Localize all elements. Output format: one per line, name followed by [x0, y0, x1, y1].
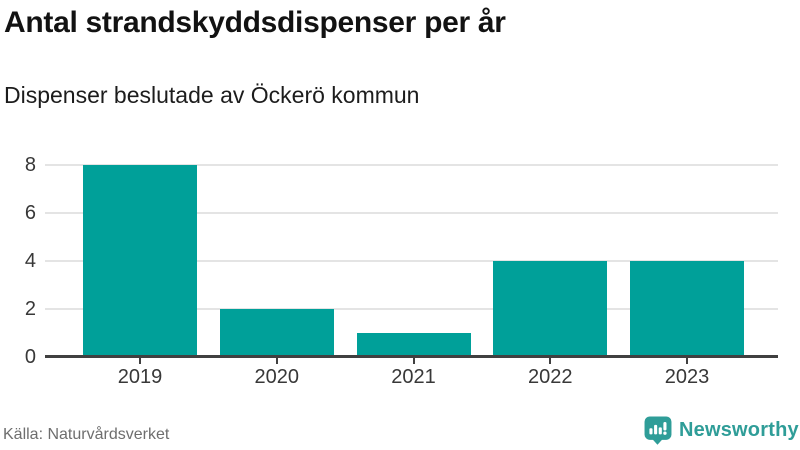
x-axis-label-2022: 2022	[528, 366, 573, 388]
plot-area	[45, 164, 778, 364]
bar-2019	[83, 165, 197, 357]
chart-subtitle: Dispenser beslutade av Öckerö kommun	[4, 82, 420, 108]
x-axis-label-2023: 2023	[664, 366, 710, 388]
axis-tick-2019	[139, 357, 141, 364]
chart-title: Antal strandskyddsdispenser per år	[4, 6, 506, 39]
x-axis-label-2021: 2021	[391, 366, 436, 388]
bar-2022	[493, 261, 608, 357]
y-axis-label-8: 8	[24, 154, 36, 176]
gridline-2	[45, 308, 778, 310]
brand-name: Newsworthy	[679, 419, 799, 441]
bar-2021	[356, 333, 471, 357]
newsworthy-logo[interactable]: Newsworthy	[644, 416, 799, 445]
gridline-4	[45, 260, 778, 262]
speech-bubble-bar-chart-icon	[644, 416, 672, 445]
y-axis-label-2: 2	[24, 298, 36, 320]
gridline-8	[45, 164, 778, 166]
source-label: Källa: Naturvårdsverket	[3, 426, 170, 443]
x-axis-baseline	[45, 355, 778, 358]
axis-tick-2020	[275, 357, 278, 364]
y-axis-label-4: 4	[24, 250, 36, 272]
x-axis-label-2020: 2020	[254, 366, 300, 388]
y-axis-label-0: 0	[24, 346, 36, 368]
axis-tick-2023	[686, 357, 688, 364]
axis-tick-2022	[549, 357, 552, 364]
bar-2023	[630, 261, 744, 357]
y-axis-label-6: 6	[24, 202, 36, 224]
x-axis-label-2019: 2019	[117, 366, 163, 388]
bar-2020	[219, 309, 334, 357]
axis-tick-2021	[412, 357, 415, 364]
gridline-6	[45, 212, 778, 214]
